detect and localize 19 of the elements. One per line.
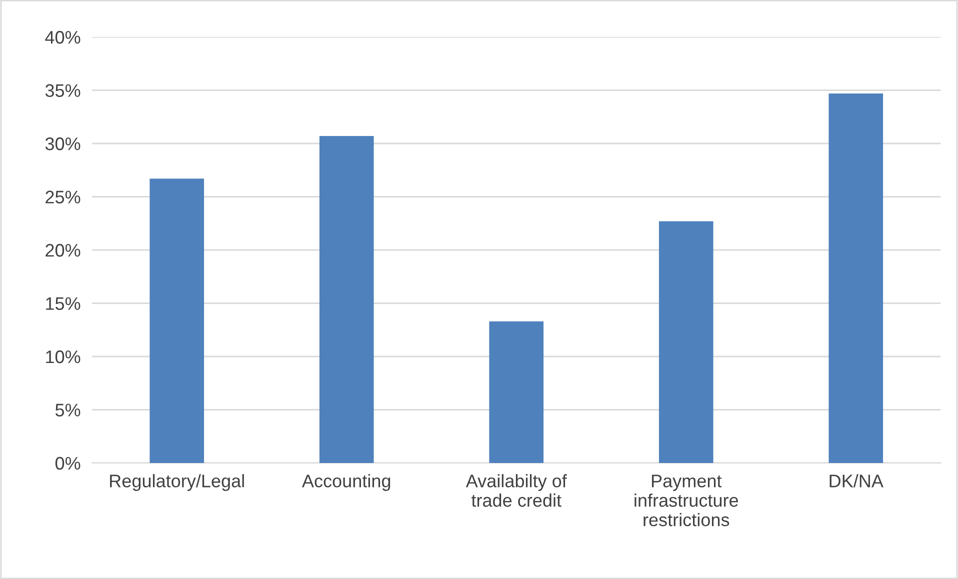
- bar: [658, 221, 714, 463]
- x-tick-label: DK/NA: [830, 474, 884, 488]
- x-tick-label: Accounting: [302, 474, 390, 491]
- y-tick-label: 0%: [55, 456, 80, 470]
- y-tick-label: 5%: [55, 404, 80, 416]
- x-tick-label: Payment infrastructure restrictions: [634, 474, 738, 526]
- y-tick-label: 35%: [45, 84, 80, 97]
- y-tick-label: 15%: [46, 297, 80, 310]
- bar: [828, 93, 884, 463]
- y-tick-label: 30%: [45, 137, 80, 150]
- bar: [319, 136, 374, 463]
- bar: [150, 178, 204, 463]
- y-tick-label: 20%: [46, 244, 80, 257]
- y-tick-label: 10%: [46, 350, 80, 364]
- x-tick-label: Availabilty of trade credit: [466, 474, 567, 507]
- bar: [489, 321, 544, 463]
- y-tick-label: 25%: [46, 190, 80, 204]
- x-tick-label: Regulatory/Legal: [110, 474, 244, 491]
- y-tick-label: 40%: [45, 30, 80, 44]
